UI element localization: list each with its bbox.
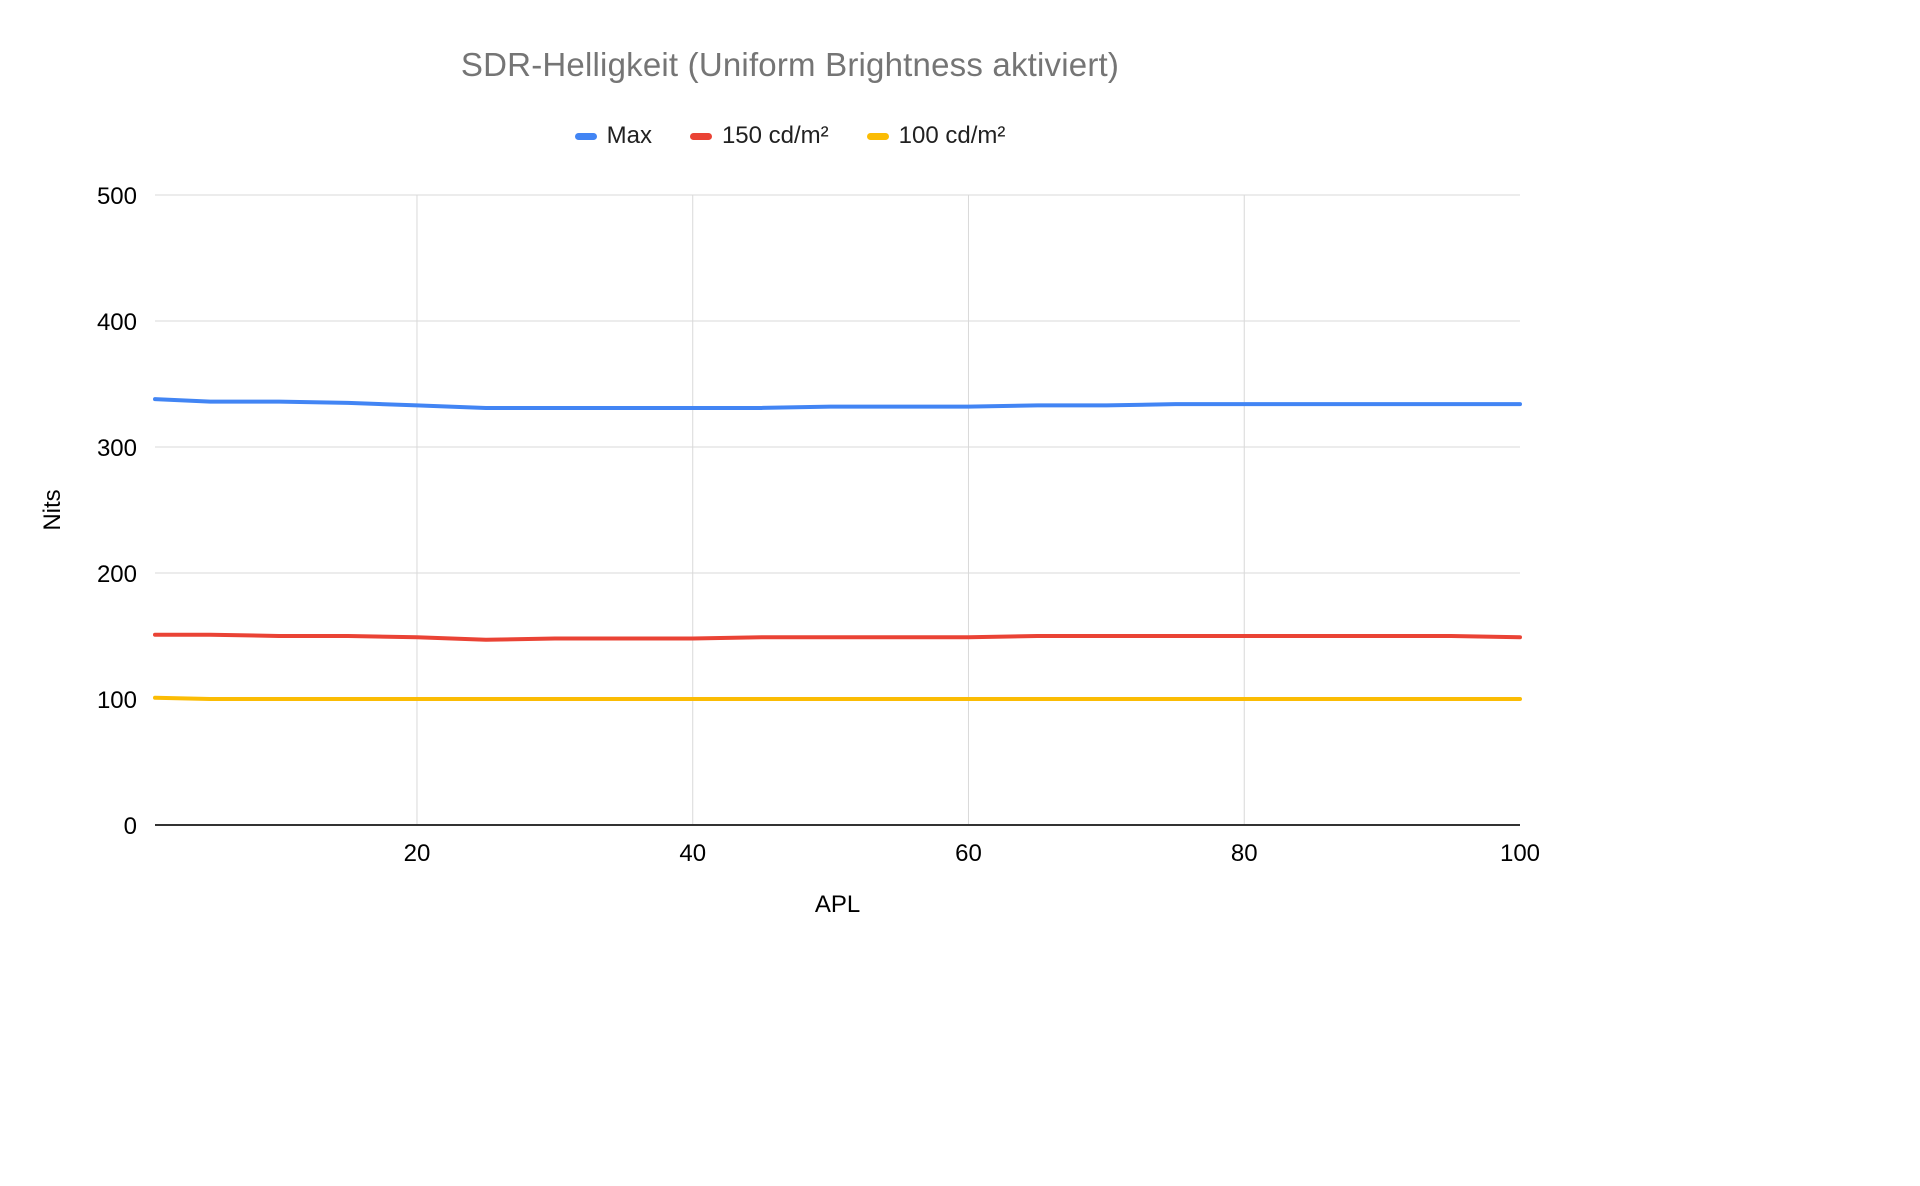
y-tick-label: 200 (97, 561, 137, 588)
legend-marker-icon (689, 132, 712, 140)
y-axis-title: Nits (39, 489, 66, 530)
legend-label: Max (606, 122, 652, 149)
x-tick-label: 20 (404, 840, 431, 867)
x-tick-label: 40 (679, 840, 706, 867)
y-tick-label: 500 (97, 183, 137, 210)
y-tick-label: 100 (97, 687, 137, 714)
series-line-150-cd-m- (153, 632, 1522, 642)
y-tick-label: 300 (97, 435, 137, 462)
x-tick-label: 60 (955, 840, 982, 867)
y-tick-label: 0 (124, 813, 137, 840)
x-tick-label: 80 (1231, 840, 1258, 867)
series-line-max (153, 397, 1522, 410)
legend-label: 100 cd/m² (898, 122, 1006, 149)
chart-legend: Max 150 cd/m² 100 cd/m² (0, 122, 1580, 150)
y-tick-label: 400 (97, 309, 137, 336)
legend-item: 150 cd/m² (689, 122, 829, 150)
x-axis-title: APL (815, 891, 860, 918)
series-line-100-cd-m- (153, 695, 1522, 701)
legend-item: 100 cd/m² (866, 122, 1006, 150)
chart-title: SDR-Helligkeit (Uniform Brightness aktiv… (460, 46, 1120, 83)
legend-item: Max (574, 122, 652, 150)
legend-label: 150 cd/m² (721, 122, 829, 149)
legend-marker-icon (866, 132, 889, 140)
x-tick-label: 100 (1500, 840, 1540, 867)
legend-marker-icon (574, 132, 597, 140)
